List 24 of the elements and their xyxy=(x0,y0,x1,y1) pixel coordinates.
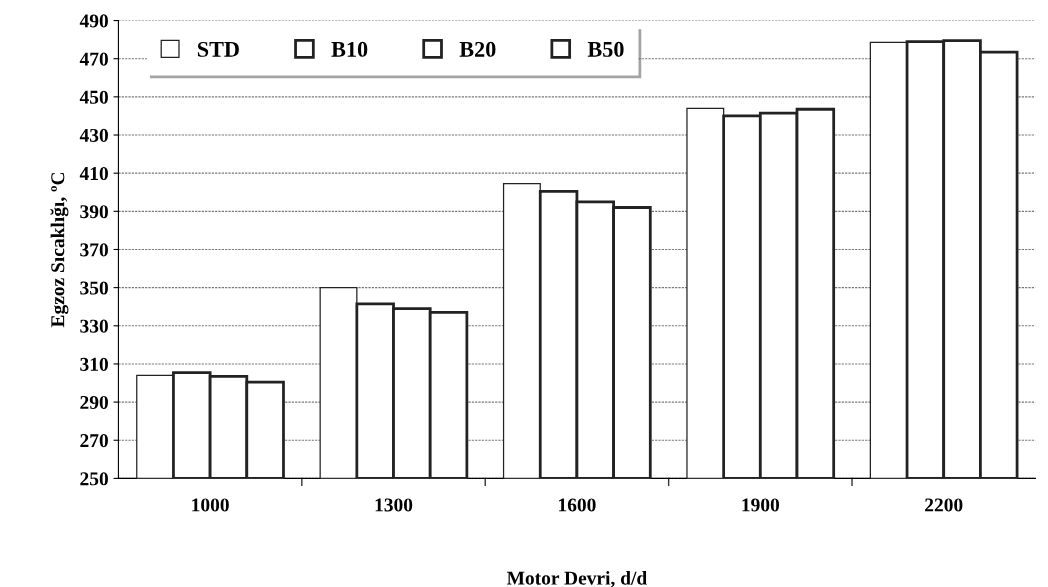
y-tick-label: 450 xyxy=(79,90,108,104)
y-tick-label: 270 xyxy=(80,434,108,448)
legend-label: B50 xyxy=(587,41,624,57)
x-tick-label: 1000 xyxy=(192,498,229,512)
y-tick-label: 350 xyxy=(80,281,108,295)
legend-label: B10 xyxy=(331,41,368,57)
legend-label: B20 xyxy=(459,41,496,57)
y-tick-label: 310 xyxy=(80,357,108,371)
y-tick-label: 490 xyxy=(79,14,108,28)
x-tick-label: 1600 xyxy=(559,498,596,512)
legend-label: STD xyxy=(197,41,239,57)
y-tick-label: 390 xyxy=(80,205,108,219)
y-tick-label: 430 xyxy=(79,128,108,142)
y-axis-title: Egzoz Sıcaklığı, ºC xyxy=(50,172,69,328)
x-axis-title: Motor Devri, d/d xyxy=(506,571,648,587)
y-tick-label: 290 xyxy=(80,395,108,410)
x-tick-label: 1300 xyxy=(375,498,413,512)
y-tick-label: 250 xyxy=(80,472,108,486)
y-tick-label: 330 xyxy=(80,319,108,333)
x-tick-label: 1900 xyxy=(742,498,780,512)
y-tick-label: 370 xyxy=(80,243,108,257)
y-tick-label: 410 xyxy=(79,166,108,181)
x-tick-label: 2200 xyxy=(925,498,963,512)
y-tick-label: 470 xyxy=(79,52,108,66)
